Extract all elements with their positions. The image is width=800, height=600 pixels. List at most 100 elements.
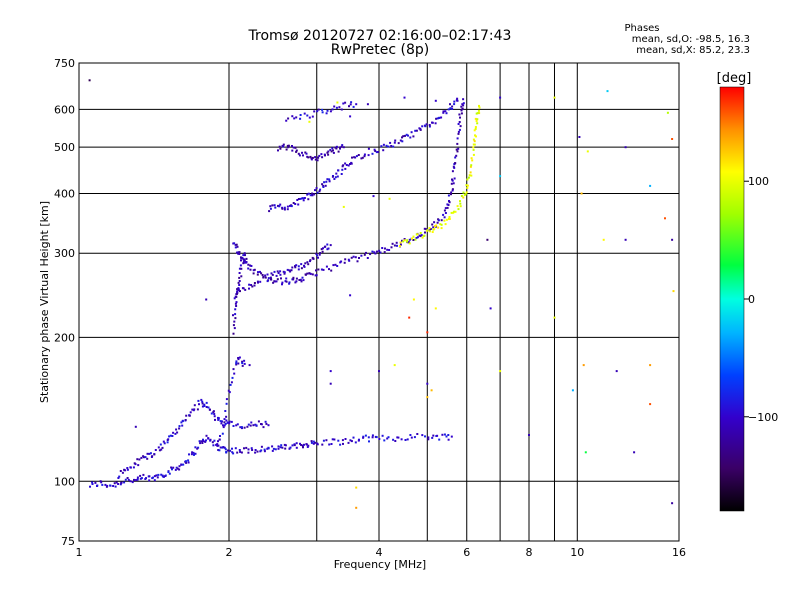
data-point <box>322 186 325 188</box>
data-point <box>142 473 145 476</box>
data-point <box>279 270 282 273</box>
data-point <box>231 447 233 450</box>
data-point <box>230 381 233 384</box>
data-point <box>303 443 305 446</box>
data-point <box>295 277 298 280</box>
data-point <box>240 267 243 270</box>
data-point <box>261 274 264 276</box>
data-point <box>499 96 502 99</box>
data-point <box>365 251 367 254</box>
data-point <box>474 127 477 130</box>
data-point <box>132 466 135 469</box>
data-point <box>295 264 298 267</box>
data-point <box>235 363 238 366</box>
data-point <box>228 420 231 423</box>
data-point <box>161 446 164 449</box>
data-point <box>290 205 293 208</box>
data-point <box>426 382 429 385</box>
data-point <box>289 204 291 207</box>
data-point <box>252 272 255 275</box>
data-point <box>142 456 145 459</box>
data-point <box>140 477 143 480</box>
data-point <box>260 445 263 448</box>
data-point <box>416 236 419 239</box>
data-point <box>288 281 291 284</box>
data-point <box>269 276 272 279</box>
colorbar-tick-label: −100 <box>748 411 778 424</box>
data-point <box>444 110 447 113</box>
data-point <box>453 210 456 213</box>
data-point <box>649 364 652 367</box>
data-point <box>295 149 298 152</box>
data-point <box>178 425 181 428</box>
data-point <box>217 449 220 451</box>
data-point <box>282 270 285 273</box>
data-point <box>340 173 343 175</box>
data-point <box>349 439 352 442</box>
data-point <box>243 359 246 362</box>
data-point <box>382 149 385 152</box>
data-point <box>408 316 411 319</box>
data-point <box>168 435 171 438</box>
data-point <box>157 446 160 449</box>
data-point <box>364 434 367 437</box>
data-point <box>166 441 169 444</box>
data-point <box>298 154 301 157</box>
data-point <box>371 434 374 437</box>
data-point <box>349 163 351 165</box>
data-point <box>309 259 312 262</box>
data-point <box>213 439 216 442</box>
data-point <box>201 400 204 403</box>
data-point <box>273 204 276 207</box>
data-point <box>375 436 378 439</box>
data-point <box>328 268 330 271</box>
data-point <box>259 270 261 273</box>
data-point <box>475 120 478 122</box>
data-point <box>184 419 187 421</box>
data-point <box>251 449 254 451</box>
data-point <box>286 268 289 271</box>
data-point <box>322 247 324 250</box>
data-point <box>326 151 329 154</box>
data-point <box>454 156 457 159</box>
data-point <box>274 448 277 451</box>
data-point <box>222 424 224 427</box>
data-point <box>271 445 274 448</box>
data-point <box>300 267 303 270</box>
data-point <box>372 195 375 198</box>
data-point <box>335 172 338 175</box>
data-point <box>201 442 204 444</box>
data-point <box>306 155 309 158</box>
data-point <box>226 449 229 452</box>
data-point <box>424 231 426 234</box>
data-point <box>444 212 447 214</box>
data-point <box>291 115 294 118</box>
y-tick-label: 100 <box>54 475 75 488</box>
data-point <box>452 211 455 214</box>
data-point <box>215 443 218 446</box>
data-point <box>442 111 445 114</box>
data-point <box>379 251 382 254</box>
data-point <box>355 155 358 158</box>
data-point <box>442 110 445 113</box>
data-point <box>266 280 269 283</box>
data-point <box>307 198 310 201</box>
data-point <box>313 193 316 196</box>
data-point <box>355 103 358 106</box>
data-point <box>362 436 365 439</box>
data-point <box>249 424 252 427</box>
data-point <box>329 110 332 113</box>
data-point <box>299 114 302 116</box>
data-point <box>326 248 329 251</box>
data-point <box>458 128 461 131</box>
data-point <box>459 205 462 208</box>
data-point <box>276 278 279 281</box>
data-point <box>336 101 339 104</box>
data-point <box>254 449 257 451</box>
data-point <box>423 227 426 230</box>
data-point <box>277 149 279 152</box>
data-point <box>374 252 377 255</box>
data-point <box>443 216 446 219</box>
data-point <box>316 443 319 446</box>
